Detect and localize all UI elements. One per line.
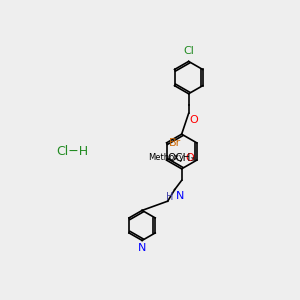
Text: H: H [166, 192, 173, 202]
Text: O: O [186, 153, 194, 163]
Text: Cl: Cl [183, 46, 194, 56]
Text: N: N [138, 243, 146, 253]
Text: O: O [190, 115, 199, 124]
Text: N: N [176, 191, 184, 201]
Text: Br: Br [169, 138, 181, 148]
Text: Cl−H: Cl−H [56, 145, 88, 158]
Text: Methoxy: Methoxy [148, 153, 184, 162]
Text: OCH₃: OCH₃ [167, 153, 194, 163]
